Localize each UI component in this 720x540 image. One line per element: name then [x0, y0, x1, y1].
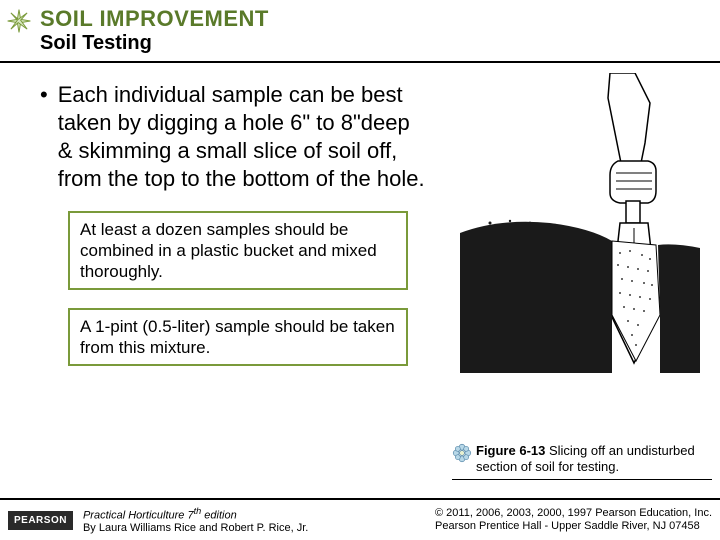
figure-label: Figure 6-13 [476, 443, 545, 458]
footer-left: Practical Horticulture 7th edition By La… [83, 505, 435, 536]
slide-footer: PEARSON Practical Horticulture 7th editi… [0, 498, 720, 540]
edition-word: edition [201, 509, 236, 521]
callout-box-1: At least a dozen samples should be combi… [68, 211, 408, 290]
text-column: • Each individual sample can be best tak… [40, 73, 430, 366]
content-area: • Each individual sample can be best tak… [0, 63, 720, 366]
bullet-text: Each individual sample can be best taken… [58, 81, 430, 193]
bullet-item: • Each individual sample can be best tak… [40, 81, 430, 193]
flower-icon [452, 443, 472, 463]
figure-caption-text: Figure 6-13 Slicing off an undisturbed s… [476, 443, 712, 475]
image-column [430, 73, 710, 366]
asterisk-icon [6, 8, 32, 34]
figure-caption: Figure 6-13 Slicing off an undisturbed s… [452, 443, 712, 480]
callout-box-2: A 1-pint (0.5-liter) sample should be ta… [68, 308, 408, 366]
footer-right: © 2011, 2006, 2003, 2000, 1997 Pearson E… [435, 507, 712, 533]
bullet-marker: • [40, 81, 48, 109]
publisher: Pearson Prentice Hall - Upper Saddle Riv… [435, 520, 700, 532]
title-line1: SOIL IMPROVEMENT [40, 6, 710, 32]
pearson-logo: PEARSON [8, 511, 73, 530]
book-title: Practical Horticulture 7 [83, 509, 194, 521]
title-line2: Soil Testing [40, 32, 710, 55]
soil-slice-illustration [460, 73, 700, 373]
authors: By Laura Williams Rice and Robert P. Ric… [83, 522, 308, 534]
slide-header: SOIL IMPROVEMENT Soil Testing [0, 0, 720, 63]
copyright: © 2011, 2006, 2003, 2000, 1997 Pearson E… [435, 507, 712, 519]
